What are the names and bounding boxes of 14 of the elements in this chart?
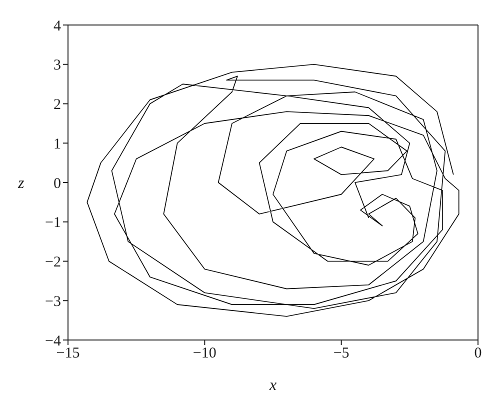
y-tick-label: 2 (54, 97, 61, 114)
x-tick-label: −5 (333, 346, 350, 362)
y-tick-label: 4 (54, 18, 62, 34)
x-tick-label: −10 (192, 346, 216, 362)
y-tick-label: 3 (54, 58, 61, 74)
x-tick-label: 0 (474, 346, 482, 362)
x-axis-title: x (268, 377, 277, 394)
y-axis-title: z (17, 175, 25, 192)
y-tick-label: −1 (45, 215, 61, 232)
line-series (86, 64, 460, 317)
y-tick-label: −3 (45, 294, 61, 310)
y-tick-label: −2 (45, 254, 61, 271)
y-tick-label: 0 (54, 176, 61, 192)
y-tick-label: 1 (54, 136, 61, 152)
